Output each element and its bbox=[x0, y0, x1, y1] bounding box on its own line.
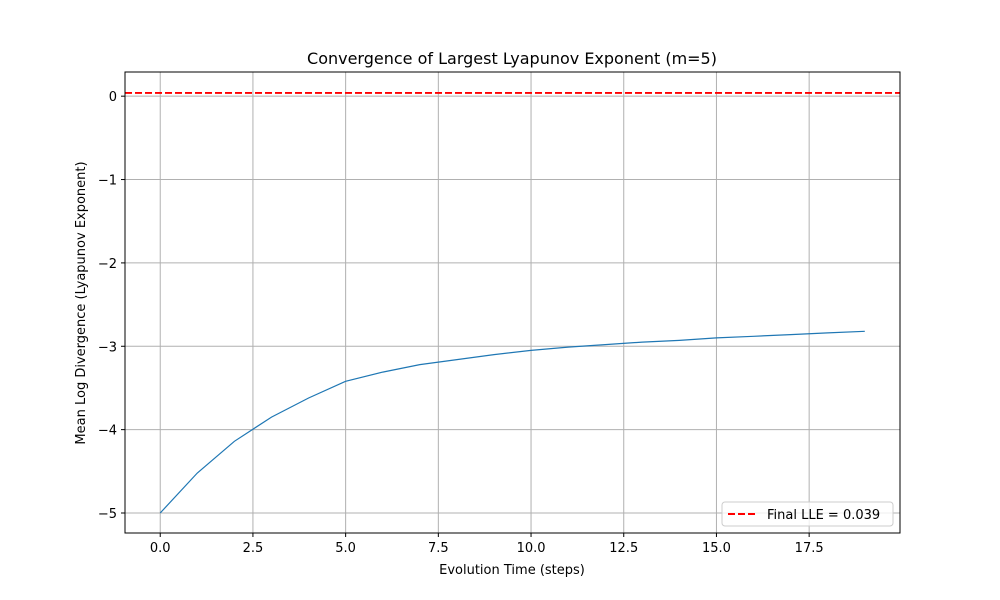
chart-title: Convergence of Largest Lyapunov Exponent… bbox=[307, 49, 717, 68]
series-line bbox=[159, 330, 865, 514]
x-axis-label: Evolution Time (steps) bbox=[439, 563, 585, 578]
legend-box bbox=[721, 501, 894, 527]
x-tick-label: 15.0 bbox=[702, 541, 731, 556]
grid bbox=[125, 72, 900, 533]
x-tick-label: 0.0 bbox=[150, 541, 171, 556]
y-tick-label: −2 bbox=[98, 257, 117, 272]
y-axis: −5 −4 −3 −2 −1 0 bbox=[98, 90, 125, 522]
y-tick-label: −3 bbox=[98, 340, 117, 355]
plot-frame bbox=[124, 71, 901, 534]
series-group bbox=[159, 330, 865, 514]
y-tick-label: −1 bbox=[98, 174, 117, 189]
x-tick-label: 12.5 bbox=[609, 541, 638, 556]
x-axis: 0.0 2.5 5.0 7.5 10.0 12.5 15.0 17.5 bbox=[150, 533, 824, 556]
y-tick-label: −4 bbox=[98, 424, 117, 439]
legend: Final LLE = 0.039 bbox=[721, 501, 894, 527]
y-tick-label: 0 bbox=[109, 90, 117, 105]
x-tick-label: 2.5 bbox=[243, 541, 264, 556]
x-tick-label: 10.0 bbox=[517, 541, 546, 556]
legend-label: Final LLE = 0.039 bbox=[767, 508, 880, 523]
x-tick-label: 7.5 bbox=[428, 541, 449, 556]
y-axis-label: Mean Log Divergence (Lyapunov Exponent) bbox=[74, 161, 89, 444]
y-tick-label: −5 bbox=[98, 507, 117, 522]
x-tick-label: 5.0 bbox=[335, 541, 356, 556]
x-tick-label: 17.5 bbox=[795, 541, 824, 556]
